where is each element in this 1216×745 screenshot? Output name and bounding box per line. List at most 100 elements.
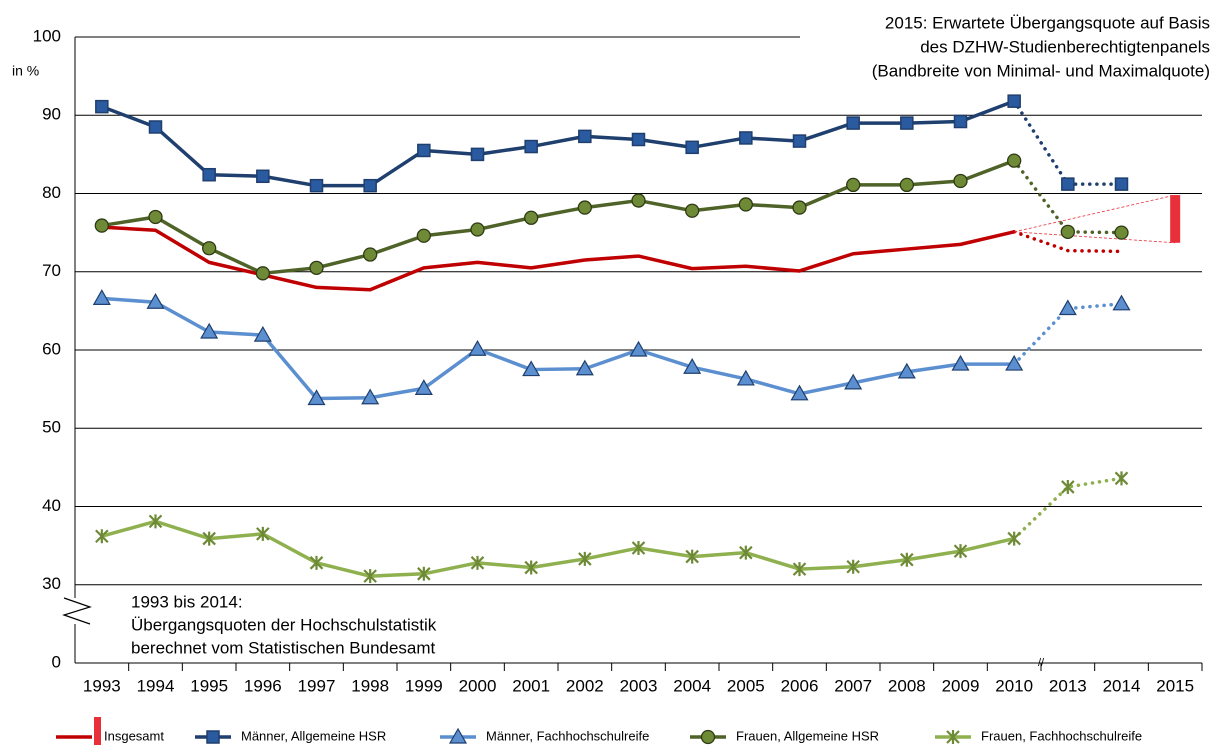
y-tick-label: 0	[52, 652, 61, 671]
series	[95, 94, 1129, 193]
marker	[792, 134, 807, 148]
marker	[1007, 153, 1022, 168]
x-tick-label: 2013	[1049, 676, 1087, 695]
y-tick-label: 50	[42, 418, 61, 437]
projection-line	[1012, 158, 1124, 235]
marker	[1114, 177, 1129, 191]
marker	[900, 116, 914, 130]
range-guide	[1014, 231, 1176, 244]
axis-break	[62, 597, 92, 625]
marker	[309, 178, 324, 193]
marker	[309, 555, 324, 570]
line	[100, 519, 1016, 578]
marker	[739, 131, 753, 145]
legend-label: Insgesamt	[104, 728, 164, 743]
marker	[792, 200, 807, 215]
marker	[417, 566, 431, 581]
marker	[202, 167, 216, 182]
marker	[470, 147, 485, 162]
y-tick-label: 80	[42, 183, 61, 202]
x-tick-label: 2015	[1156, 676, 1194, 695]
annotation: (Bandbreite von Minimal- und Maximalquot…	[872, 61, 1210, 80]
marker	[470, 555, 485, 570]
marker	[1007, 531, 1021, 546]
x-tick-label: 2010	[995, 676, 1033, 695]
marker	[951, 354, 970, 371]
series	[95, 471, 1129, 584]
x-tick-label: 1999	[405, 676, 443, 695]
projection-line	[1012, 99, 1124, 186]
x-tick-label: 1993	[83, 676, 121, 695]
x-tick-label: 2014	[1103, 676, 1141, 695]
legend-label: Männer, Allgemeine HSR	[241, 728, 386, 743]
x-tick-label: 2002	[566, 676, 604, 695]
series	[92, 289, 1131, 406]
marker	[844, 373, 863, 390]
legend-item: Männer, Allgemeine HSR	[195, 728, 386, 744]
marker	[1061, 177, 1075, 191]
legend-range	[94, 717, 101, 745]
marker	[95, 529, 109, 544]
marker	[309, 260, 324, 275]
y-tick-label: 30	[42, 574, 61, 593]
marker	[846, 116, 860, 130]
annotation: des DZHW-Studienberechtigtenpanels	[920, 37, 1210, 56]
marker	[202, 241, 217, 256]
marker	[524, 560, 538, 575]
marker	[256, 526, 270, 541]
marker	[148, 209, 163, 225]
marker	[1061, 479, 1075, 494]
annotation-background	[800, 8, 1216, 98]
annotation: berechnet vom Statistischen Bundesamt	[131, 638, 436, 657]
x-tick-label: 2001	[512, 676, 550, 695]
legend-item: Frauen, Allgemeine HSR	[690, 728, 879, 745]
x-tick-label: 2007	[834, 676, 872, 695]
marker	[1060, 224, 1075, 239]
marker	[363, 569, 377, 584]
marker	[524, 210, 539, 225]
legend-marker	[700, 729, 716, 745]
marker	[685, 140, 699, 155]
marker	[253, 325, 272, 342]
legend-marker	[206, 730, 220, 744]
series	[94, 153, 1129, 281]
legend-marker	[448, 727, 468, 744]
marker	[522, 360, 541, 377]
marker	[1058, 299, 1077, 316]
marker	[1114, 225, 1129, 240]
marker	[846, 559, 860, 574]
marker	[736, 369, 755, 386]
marker	[1005, 354, 1024, 371]
grid: 0 30 40 50 60 70 80 90 100 1993 1994 1995 1996 1997 19…	[33, 26, 1203, 695]
plot	[92, 94, 1181, 584]
marker	[792, 562, 807, 577]
x-tick-label: 2003	[620, 676, 658, 695]
marker	[255, 266, 270, 281]
line	[100, 158, 1016, 276]
marker	[953, 544, 968, 559]
marker	[95, 99, 109, 114]
marker	[578, 129, 592, 144]
marker	[414, 379, 433, 395]
y-tick-label: 70	[42, 261, 61, 280]
marker	[685, 549, 699, 564]
marker	[575, 359, 594, 376]
marker	[200, 322, 219, 339]
marker	[631, 193, 646, 208]
legend: Insgesamt Männer, Allgemeine HSR Männer, F…	[56, 717, 1142, 745]
line	[100, 296, 1016, 401]
marker	[897, 362, 916, 379]
marker	[524, 139, 538, 154]
marker	[468, 340, 487, 356]
x-tick-label: 2000	[459, 676, 497, 695]
y-axis-label: in %	[12, 63, 39, 79]
marker	[738, 197, 753, 212]
marker	[683, 358, 702, 374]
y-tick-label: 100	[33, 26, 61, 45]
range-guide	[1014, 194, 1176, 233]
legend-label: Frauen, Fachhochschulreife	[981, 728, 1142, 743]
marker	[739, 545, 753, 560]
x-tick-label: 2005	[727, 676, 765, 695]
x-tick-label: 2004	[673, 676, 711, 695]
annotation: 2015: Erwartete Übergangsquote auf Basis	[885, 13, 1210, 32]
